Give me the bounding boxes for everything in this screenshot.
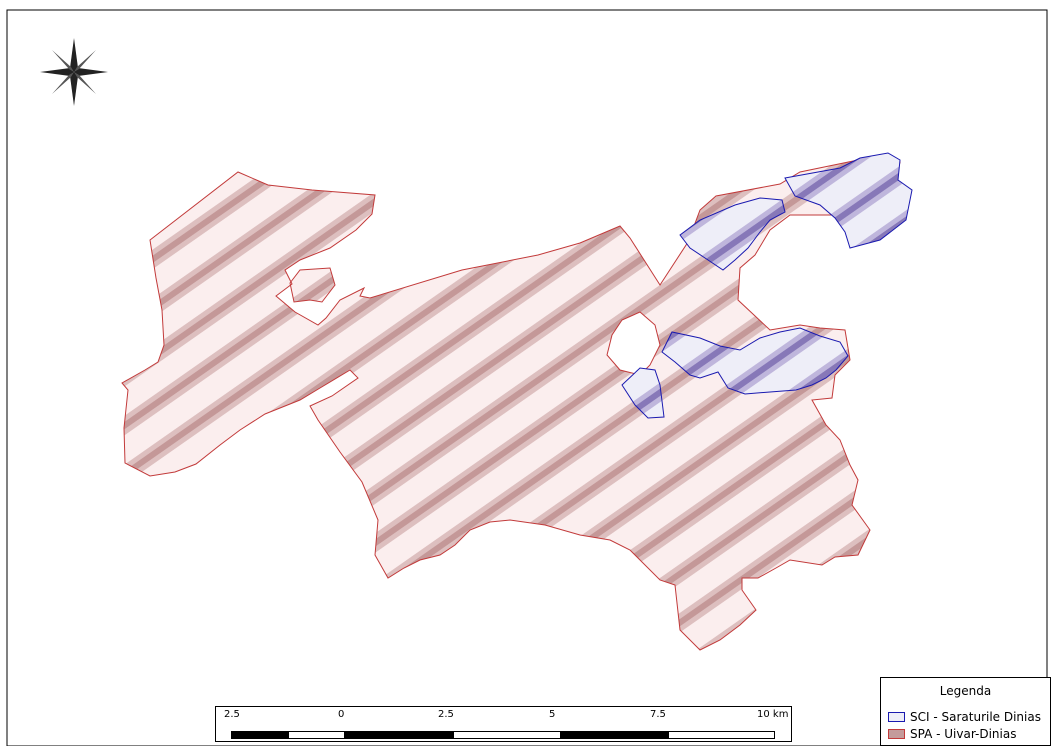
legend-label-sci: SCI - Saraturile Dinias xyxy=(910,710,1041,724)
map-legend: Legenda SCI - Saraturile Dinias SPA - Ui… xyxy=(880,677,1051,746)
scale-bar: 2.5 0 2.5 5 7.5 10 km xyxy=(215,706,792,742)
legend-item-sci: SCI - Saraturile Dinias xyxy=(888,710,1041,724)
compass-rose-icon xyxy=(40,38,108,106)
legend-swatch-spa xyxy=(888,729,905,739)
legend-swatch-sci xyxy=(888,712,905,722)
scale-label: 2.5 xyxy=(438,709,454,720)
spa-area-polygon[interactable] xyxy=(121,159,901,651)
legend-title: Legenda xyxy=(939,684,992,698)
scale-segment xyxy=(561,731,668,739)
scale-segment xyxy=(453,731,561,739)
scale-label: 5 xyxy=(549,709,556,720)
legend-item-spa: SPA - Uivar-Dinias xyxy=(888,727,1016,741)
sci-area-northwest-polygon[interactable] xyxy=(679,197,786,271)
sci-area-north-polygon[interactable] xyxy=(784,152,913,249)
scale-segment xyxy=(345,731,453,739)
scale-label: 7.5 xyxy=(650,709,666,720)
scale-segment xyxy=(288,731,345,739)
sci-area-central-polygon[interactable] xyxy=(661,327,849,395)
scale-segment xyxy=(668,731,775,739)
scale-label: 10 km xyxy=(757,709,789,720)
scale-label: 0 xyxy=(338,709,345,720)
scale-segment xyxy=(231,731,288,739)
map-frame-border xyxy=(6,9,1048,746)
scale-label: 2.5 xyxy=(224,709,240,720)
legend-label-spa: SPA - Uivar-Dinias xyxy=(910,727,1017,741)
sci-area-south-polygon[interactable] xyxy=(621,367,665,419)
